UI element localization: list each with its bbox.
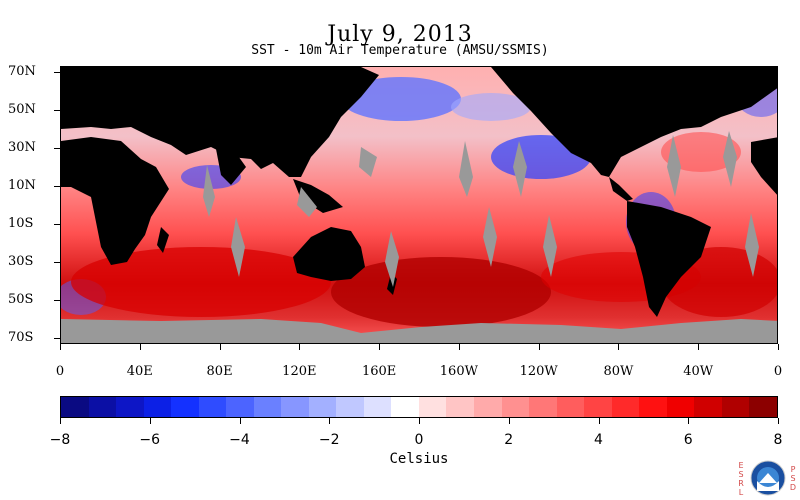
warm-anomaly-indian-ocean xyxy=(71,247,331,317)
colorbar-swatch xyxy=(639,397,667,417)
latitude-label: 10S xyxy=(8,216,34,231)
longitude-tick xyxy=(219,344,221,350)
colorbar-tick xyxy=(598,418,600,424)
colorbar-swatch xyxy=(666,397,695,417)
latitude-tick xyxy=(54,262,60,263)
colorbar-tick-label: 8 xyxy=(773,432,783,448)
colorbar-swatch xyxy=(281,397,309,417)
colorbar-swatch xyxy=(171,397,199,417)
colorbar-tick xyxy=(239,418,241,424)
longitude-label: 0 xyxy=(55,364,65,379)
colorbar-swatch xyxy=(116,397,144,417)
colorbar-tick-label: 6 xyxy=(683,432,693,448)
longitude-label: 160E xyxy=(361,364,397,379)
colorbar-swatch xyxy=(363,397,392,417)
longitude-label: 40W xyxy=(683,364,714,379)
colorbar-tick-label: −2 xyxy=(318,432,340,448)
colorbar-tick xyxy=(419,418,420,424)
colorbar-tick-label: −6 xyxy=(139,432,161,448)
colorbar-swatch xyxy=(501,397,530,417)
colorbar-swatch xyxy=(88,397,117,417)
colorbar-swatch xyxy=(253,397,282,417)
colorbar-swatch xyxy=(336,397,364,417)
sea-ice-and-missing-data xyxy=(61,131,777,343)
colorbar-swatch xyxy=(611,397,640,417)
longitude-label: 80W xyxy=(603,364,634,379)
longitude-tick xyxy=(379,344,381,350)
longitude-label: 120E xyxy=(282,364,317,379)
colorbar-swatch xyxy=(61,397,89,417)
latitude-tick xyxy=(54,72,60,73)
colorbar-swatch xyxy=(226,397,254,417)
colorbar-tick xyxy=(778,418,779,424)
latitude-label: 10N xyxy=(8,178,36,193)
longitude-label: 80E xyxy=(206,364,233,379)
colorbar-swatch xyxy=(529,397,557,417)
colorbar-swatch xyxy=(446,397,474,417)
colorbar-tick-label: 2 xyxy=(504,432,514,448)
colorbar-swatch xyxy=(143,397,172,417)
longitude-label: 160W xyxy=(439,364,478,379)
colorbar-swatch xyxy=(694,397,722,417)
latitude-tick xyxy=(54,148,60,149)
colorbar-tick-label: −4 xyxy=(229,432,250,448)
longitude-tick xyxy=(139,344,141,350)
latitude-tick xyxy=(54,300,60,301)
map-subtitle: SST - 10m Air Temperature (AMSU/SSMIS) xyxy=(251,43,549,58)
colorbar-tick xyxy=(149,418,151,424)
latitude-label: 30S xyxy=(8,254,34,269)
colorbar-unit-label: Celsius xyxy=(389,451,449,467)
colorbar xyxy=(60,396,778,418)
colorbar-swatch xyxy=(584,397,612,417)
longitude-tick xyxy=(698,344,700,350)
latitude-label: 70S xyxy=(8,330,34,345)
colorbar-swatch xyxy=(308,397,337,417)
cool-anomaly-bering xyxy=(451,93,531,121)
colorbar-swatch xyxy=(556,397,585,417)
longitude-label: 40E xyxy=(126,364,153,379)
longitude-tick xyxy=(538,344,540,350)
colorbar-swatch xyxy=(721,397,750,417)
longitude-tick xyxy=(778,344,779,350)
latitude-label: 50S xyxy=(8,292,34,307)
latitude-tick xyxy=(54,338,60,339)
land-masses xyxy=(61,67,777,317)
longitude-tick xyxy=(60,344,61,350)
colorbar-tick xyxy=(688,418,690,424)
latitude-label: 30N xyxy=(8,140,36,155)
longitude-tick xyxy=(299,344,301,350)
colorbar-swatch xyxy=(198,397,227,417)
map-title: July 9, 2013 xyxy=(327,22,473,47)
longitude-label: 0 xyxy=(773,364,783,379)
latitude-tick xyxy=(54,186,60,187)
colorbar-tick-label: 4 xyxy=(594,432,603,448)
warm-anomaly-north-atlantic xyxy=(661,132,741,172)
colorbar-tick xyxy=(60,418,61,424)
sst-difference-map xyxy=(60,66,778,344)
colorbar-swatch xyxy=(473,397,502,417)
noaa-emblem-icon xyxy=(750,460,786,496)
colorbar-tick-label: 0 xyxy=(414,432,424,448)
colorbar-tick xyxy=(508,418,510,424)
colorbar-tick-label: −8 xyxy=(49,432,71,448)
warm-anomaly-south-pacific xyxy=(331,257,551,327)
colorbar-swatch xyxy=(391,397,419,417)
cool-anomaly-north-pacific xyxy=(341,77,461,121)
latitude-label: 50N xyxy=(8,102,36,117)
colorbar-swatch xyxy=(749,397,777,417)
longitude-label: 120W xyxy=(519,364,558,379)
longitude-tick xyxy=(618,344,620,350)
latitude-tick xyxy=(54,110,60,111)
map-canvas xyxy=(61,67,777,343)
latitude-label: 70N xyxy=(8,64,36,79)
latitude-tick xyxy=(54,224,60,225)
colorbar-swatch xyxy=(418,397,447,417)
colorbar-tick xyxy=(329,418,331,424)
longitude-tick xyxy=(458,344,460,350)
